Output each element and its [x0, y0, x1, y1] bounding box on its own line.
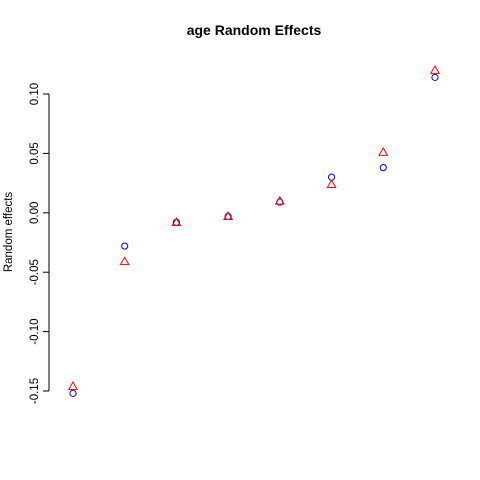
- data-point-circle: [69, 389, 77, 397]
- data-point-circle: [431, 73, 439, 81]
- data-point-triangle: [326, 179, 337, 188]
- y-tick-label: 0.10: [29, 83, 41, 105]
- data-point-triangle: [119, 256, 130, 266]
- data-point-triangle: [429, 65, 441, 74]
- y-tick-label: -0.15: [29, 378, 41, 404]
- data-point-triangle: [171, 217, 182, 226]
- data-point-circle: [379, 164, 387, 172]
- data-point-triangle: [67, 381, 79, 390]
- data-point-circle: [121, 242, 129, 250]
- data-point-triangle: [274, 195, 285, 205]
- y-axis-label: Random effects: [3, 192, 15, 273]
- data-points: [67, 65, 441, 397]
- y-axis: -0.15 -0.10 -0.05 0.00 0.05 0.10: [29, 83, 50, 404]
- y-tick-label: 0.00: [29, 202, 41, 224]
- y-tick-label: 0.05: [29, 142, 41, 164]
- data-point-triangle: [378, 147, 389, 156]
- y-tick-label: -0.05: [29, 259, 41, 285]
- y-tick-label: -0.10: [29, 318, 41, 344]
- chart-title: age Random Effects: [187, 22, 322, 38]
- data-point-triangle: [223, 211, 234, 221]
